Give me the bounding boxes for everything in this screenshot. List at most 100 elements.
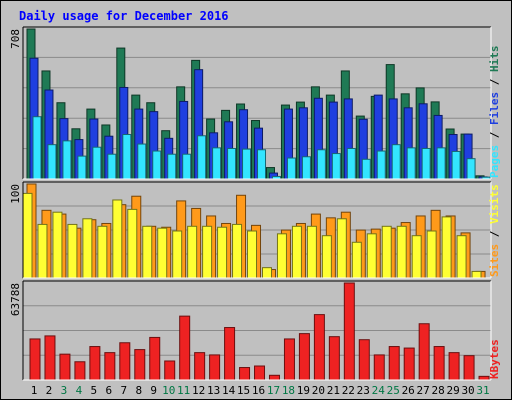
bar-pages-day-28 xyxy=(436,147,446,180)
bar-visits-day-26 xyxy=(396,225,407,279)
bar-pages-day-3 xyxy=(62,140,72,180)
bar-kbytes-day-14 xyxy=(224,327,236,381)
legend-part: / xyxy=(488,224,501,244)
day-label-3: 3 xyxy=(61,384,68,397)
bar-kbytes-day-20 xyxy=(313,314,325,381)
legend-part: Hits xyxy=(488,46,501,73)
bar-visits-day-13 xyxy=(202,225,213,279)
bar-pages-day-9 xyxy=(152,150,162,180)
bar-kbytes-day-13 xyxy=(209,354,221,381)
legend-part: Sites xyxy=(488,244,501,277)
bar-pages-day-14 xyxy=(227,147,237,180)
bar-visits-day-18 xyxy=(276,233,287,279)
bar-kbytes-day-21 xyxy=(328,336,340,381)
bar-kbytes-day-12 xyxy=(194,352,206,381)
bar-visits-day-2 xyxy=(37,223,48,279)
legend-part: KBytes xyxy=(488,339,501,379)
bar-pages-day-6 xyxy=(107,153,117,180)
bar-pages-day-20 xyxy=(316,149,326,180)
bar-kbytes-day-10 xyxy=(164,360,176,381)
day-label-2: 2 xyxy=(46,384,53,397)
chart-title: Daily usage for December 2016 xyxy=(19,9,229,23)
bar-visits-day-1 xyxy=(22,192,33,279)
bar-visits-day-7 xyxy=(112,199,123,279)
panel-requests-max-label: 708 xyxy=(9,29,22,49)
legend-part: / xyxy=(488,72,501,92)
day-label-27: 27 xyxy=(417,384,430,397)
bar-visits-day-30 xyxy=(456,235,467,279)
bar-visits-day-16 xyxy=(247,230,258,279)
bar-kbytes-day-2 xyxy=(44,335,56,381)
bar-visits-day-20 xyxy=(306,225,317,279)
day-label-28: 28 xyxy=(432,384,445,397)
bar-pages-day-29 xyxy=(451,150,461,180)
bar-pages-day-7 xyxy=(122,134,132,180)
bar-kbytes-day-27 xyxy=(418,323,430,381)
day-label-7: 7 xyxy=(120,384,127,397)
bar-kbytes-day-6 xyxy=(104,352,116,381)
bar-visits-day-23 xyxy=(351,241,362,279)
day-label-31: 31 xyxy=(476,384,489,397)
bar-kbytes-day-28 xyxy=(433,346,445,381)
bar-visits-day-28 xyxy=(426,230,437,279)
bar-visits-day-17 xyxy=(261,267,272,279)
bar-kbytes-day-5 xyxy=(89,346,101,381)
day-label-12: 12 xyxy=(192,384,205,397)
bar-visits-day-27 xyxy=(411,235,422,279)
bar-pages-day-23 xyxy=(361,158,371,180)
day-label-24: 24 xyxy=(372,384,386,397)
bar-pages-day-4 xyxy=(77,155,87,180)
bar-kbytes-day-25 xyxy=(388,346,400,381)
bar-kbytes-day-30 xyxy=(463,355,475,381)
day-label-21: 21 xyxy=(327,384,340,397)
day-label-17: 17 xyxy=(267,384,280,397)
panel-requests-legend: Pages / Files / Hits xyxy=(488,46,501,179)
day-label-20: 20 xyxy=(312,384,325,397)
bar-kbytes-day-17 xyxy=(268,374,280,381)
bar-visits-day-10 xyxy=(157,227,168,279)
bar-visits-day-9 xyxy=(142,225,153,279)
day-label-15: 15 xyxy=(237,384,250,397)
day-label-8: 8 xyxy=(135,384,142,397)
bar-pages-day-15 xyxy=(242,148,252,180)
bar-visits-day-12 xyxy=(187,225,198,279)
day-label-9: 9 xyxy=(150,384,157,397)
bar-pages-day-27 xyxy=(421,147,431,180)
bar-kbytes-day-7 xyxy=(119,342,131,381)
bar-pages-day-1 xyxy=(32,116,42,180)
bar-kbytes-day-16 xyxy=(254,365,266,381)
bar-kbytes-day-26 xyxy=(403,347,415,381)
bar-kbytes-day-24 xyxy=(373,354,385,381)
day-label-29: 29 xyxy=(446,384,459,397)
bar-kbytes-day-29 xyxy=(448,352,460,381)
bar-kbytes-day-18 xyxy=(283,338,295,381)
bar-pages-day-30 xyxy=(466,158,476,180)
bar-pages-day-2 xyxy=(47,144,57,180)
bar-visits-day-25 xyxy=(381,225,392,279)
bar-pages-day-18 xyxy=(286,157,296,180)
day-label-4: 4 xyxy=(76,384,83,397)
bar-kbytes-day-22 xyxy=(343,282,355,381)
bar-pages-day-8 xyxy=(137,143,147,180)
day-label-11: 11 xyxy=(177,384,190,397)
day-label-5: 5 xyxy=(91,384,98,397)
day-label-16: 16 xyxy=(252,384,265,397)
bar-pages-day-12 xyxy=(197,135,207,180)
bar-pages-day-13 xyxy=(212,147,222,180)
day-label-30: 30 xyxy=(461,384,474,397)
panel-kbytes-max-label: 63788 xyxy=(9,283,22,316)
bar-pages-day-24 xyxy=(376,150,386,180)
bar-kbytes-day-19 xyxy=(298,333,310,381)
bar-visits-day-22 xyxy=(336,218,347,279)
panel-kbytes-legend: KBytes xyxy=(488,339,501,379)
bar-pages-day-10 xyxy=(167,153,177,180)
bar-visits-day-14 xyxy=(217,226,228,279)
bar-kbytes-day-3 xyxy=(59,353,71,381)
legend-part: Files xyxy=(488,92,501,125)
bar-visits-day-29 xyxy=(441,216,452,279)
bar-pages-day-16 xyxy=(257,149,267,180)
day-label-23: 23 xyxy=(357,384,370,397)
bar-visits-day-8 xyxy=(127,208,138,279)
